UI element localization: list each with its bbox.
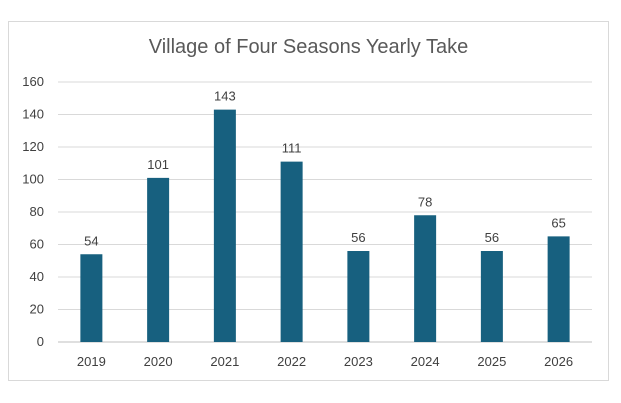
chart-frame: Village of Four Seasons Yearly Take — [8, 21, 609, 381]
x-tick-label: 2020 — [144, 354, 173, 369]
bar-2021 — [213, 109, 236, 342]
y-tick-label: 40 — [30, 269, 44, 284]
data-label: 54 — [84, 233, 98, 248]
x-tick-label: 2026 — [544, 354, 573, 369]
y-tick-label: 120 — [22, 139, 44, 154]
x-tick-label: 2025 — [477, 354, 506, 369]
bar-2026 — [547, 236, 570, 342]
bar-2019 — [80, 254, 103, 342]
chart-title: Village of Four Seasons Yearly Take — [148, 36, 469, 58]
data-label: 65 — [551, 215, 565, 230]
x-tick-label: 2024 — [411, 354, 440, 369]
data-label: 143 — [214, 89, 236, 104]
data-label: 56 — [351, 230, 365, 245]
x-tick-label: 2019 — [77, 354, 106, 369]
data-label: 101 — [147, 157, 169, 172]
bar-2024 — [414, 215, 437, 342]
y-tick-label: 0 — [37, 334, 44, 349]
y-tick-label: 60 — [30, 237, 44, 252]
x-tick-label: 2022 — [277, 354, 306, 369]
data-label: 111 — [282, 141, 302, 156]
y-tick-label: 160 — [22, 74, 44, 89]
y-tick-label: 140 — [22, 107, 44, 122]
y-tick-label: 80 — [30, 204, 44, 219]
y-tick-label: 100 — [22, 172, 44, 187]
x-tick-label: 2023 — [344, 354, 373, 369]
bar-2022 — [280, 161, 303, 342]
bar-2023 — [347, 251, 370, 342]
data-label: 56 — [485, 230, 499, 245]
bar-2025 — [480, 251, 503, 342]
bar-2020 — [147, 177, 170, 342]
x-tick-label: 2021 — [210, 354, 239, 369]
data-label: 78 — [418, 194, 432, 209]
y-tick-label: 20 — [30, 302, 44, 317]
